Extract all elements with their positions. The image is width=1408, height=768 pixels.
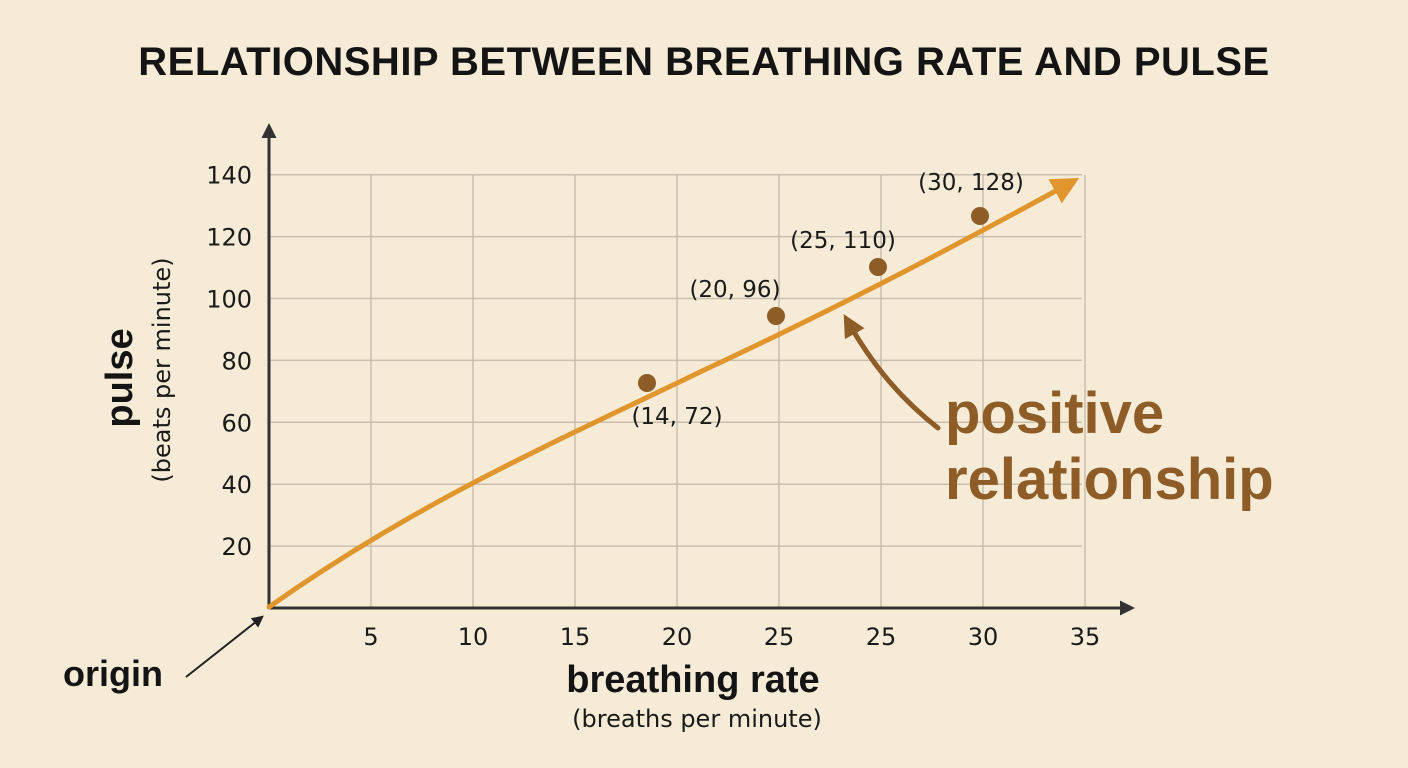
chart-title: RELATIONSHIP BETWEEN BREATHING RATE AND …: [138, 40, 1269, 84]
x-tick-labels: 5 10 15 20 25 25 30 35: [363, 623, 1100, 651]
data-point-label: (14, 72): [631, 404, 722, 430]
x-tick-label: 20: [662, 623, 693, 651]
y-tick-label: 100: [206, 286, 252, 314]
x-tick-label: 30: [968, 623, 999, 651]
grid: [269, 173, 1086, 608]
callout-positive: positive: [945, 381, 1164, 446]
y-tick-label: 140: [206, 162, 252, 190]
origin-pointer: [185, 615, 264, 678]
y-tick-label: 20: [221, 533, 252, 561]
data-point: [869, 258, 887, 276]
y-axis-title: pulse: [99, 328, 141, 427]
x-tick-label: 25: [866, 623, 897, 651]
y-tick-labels: 20 40 60 80 100 120 140: [206, 162, 252, 561]
y-tick-label: 60: [221, 409, 252, 437]
data-points: (14, 72) (20, 96) (25, 110) (30, 128): [631, 170, 1023, 430]
data-point-label: (30, 128): [918, 170, 1024, 196]
y-axis-units: (beats per minute): [148, 257, 176, 482]
y-tick-label: 40: [221, 471, 252, 499]
callout-arrow: [843, 314, 941, 431]
y-tick-label: 80: [221, 347, 252, 375]
x-axis-units: (breaths per minute): [572, 705, 822, 733]
x-tick-label: 15: [560, 623, 591, 651]
x-tick-label: 10: [458, 623, 489, 651]
data-point-label: (20, 96): [689, 277, 780, 303]
callout-relationship: relationship: [945, 447, 1274, 512]
data-point: [971, 207, 989, 225]
data-point: [638, 374, 656, 392]
x-tick-label: 35: [1070, 623, 1101, 651]
origin-label: origin: [63, 653, 163, 694]
x-axis-title: breathing rate: [566, 659, 819, 701]
trend-curve: [266, 178, 1080, 610]
x-tick-label: 5: [363, 623, 378, 651]
y-tick-label: 120: [206, 224, 252, 252]
data-point: [767, 307, 785, 325]
data-point-label: (25, 110): [790, 228, 896, 254]
x-tick-label: 25: [764, 623, 795, 651]
